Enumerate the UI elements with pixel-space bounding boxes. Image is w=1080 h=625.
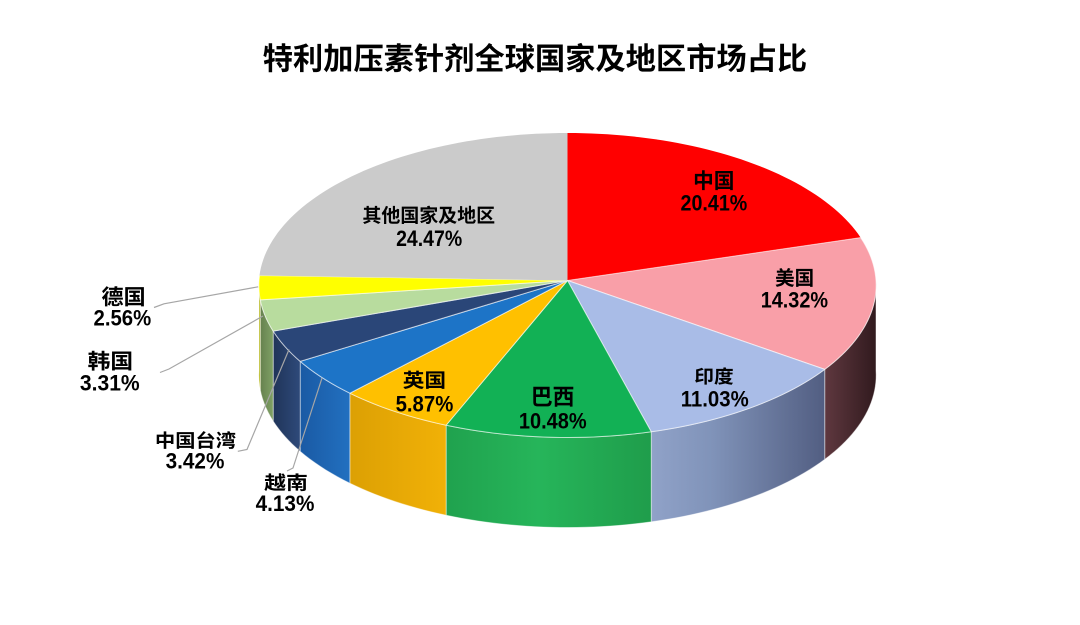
svg-text:3.31%: 3.31% — [80, 370, 140, 395]
svg-text:10.48%: 10.48% — [519, 409, 587, 434]
svg-text:5.87%: 5.87% — [396, 392, 454, 417]
svg-text:20.41%: 20.41% — [681, 191, 748, 216]
svg-text:2.56%: 2.56% — [94, 305, 152, 330]
svg-text:14.32%: 14.32% — [761, 288, 828, 313]
svg-text:3.42%: 3.42% — [166, 449, 225, 474]
svg-text:11.03%: 11.03% — [681, 387, 749, 412]
svg-text:4.13%: 4.13% — [256, 491, 315, 516]
svg-text:24.47%: 24.47% — [396, 226, 462, 251]
